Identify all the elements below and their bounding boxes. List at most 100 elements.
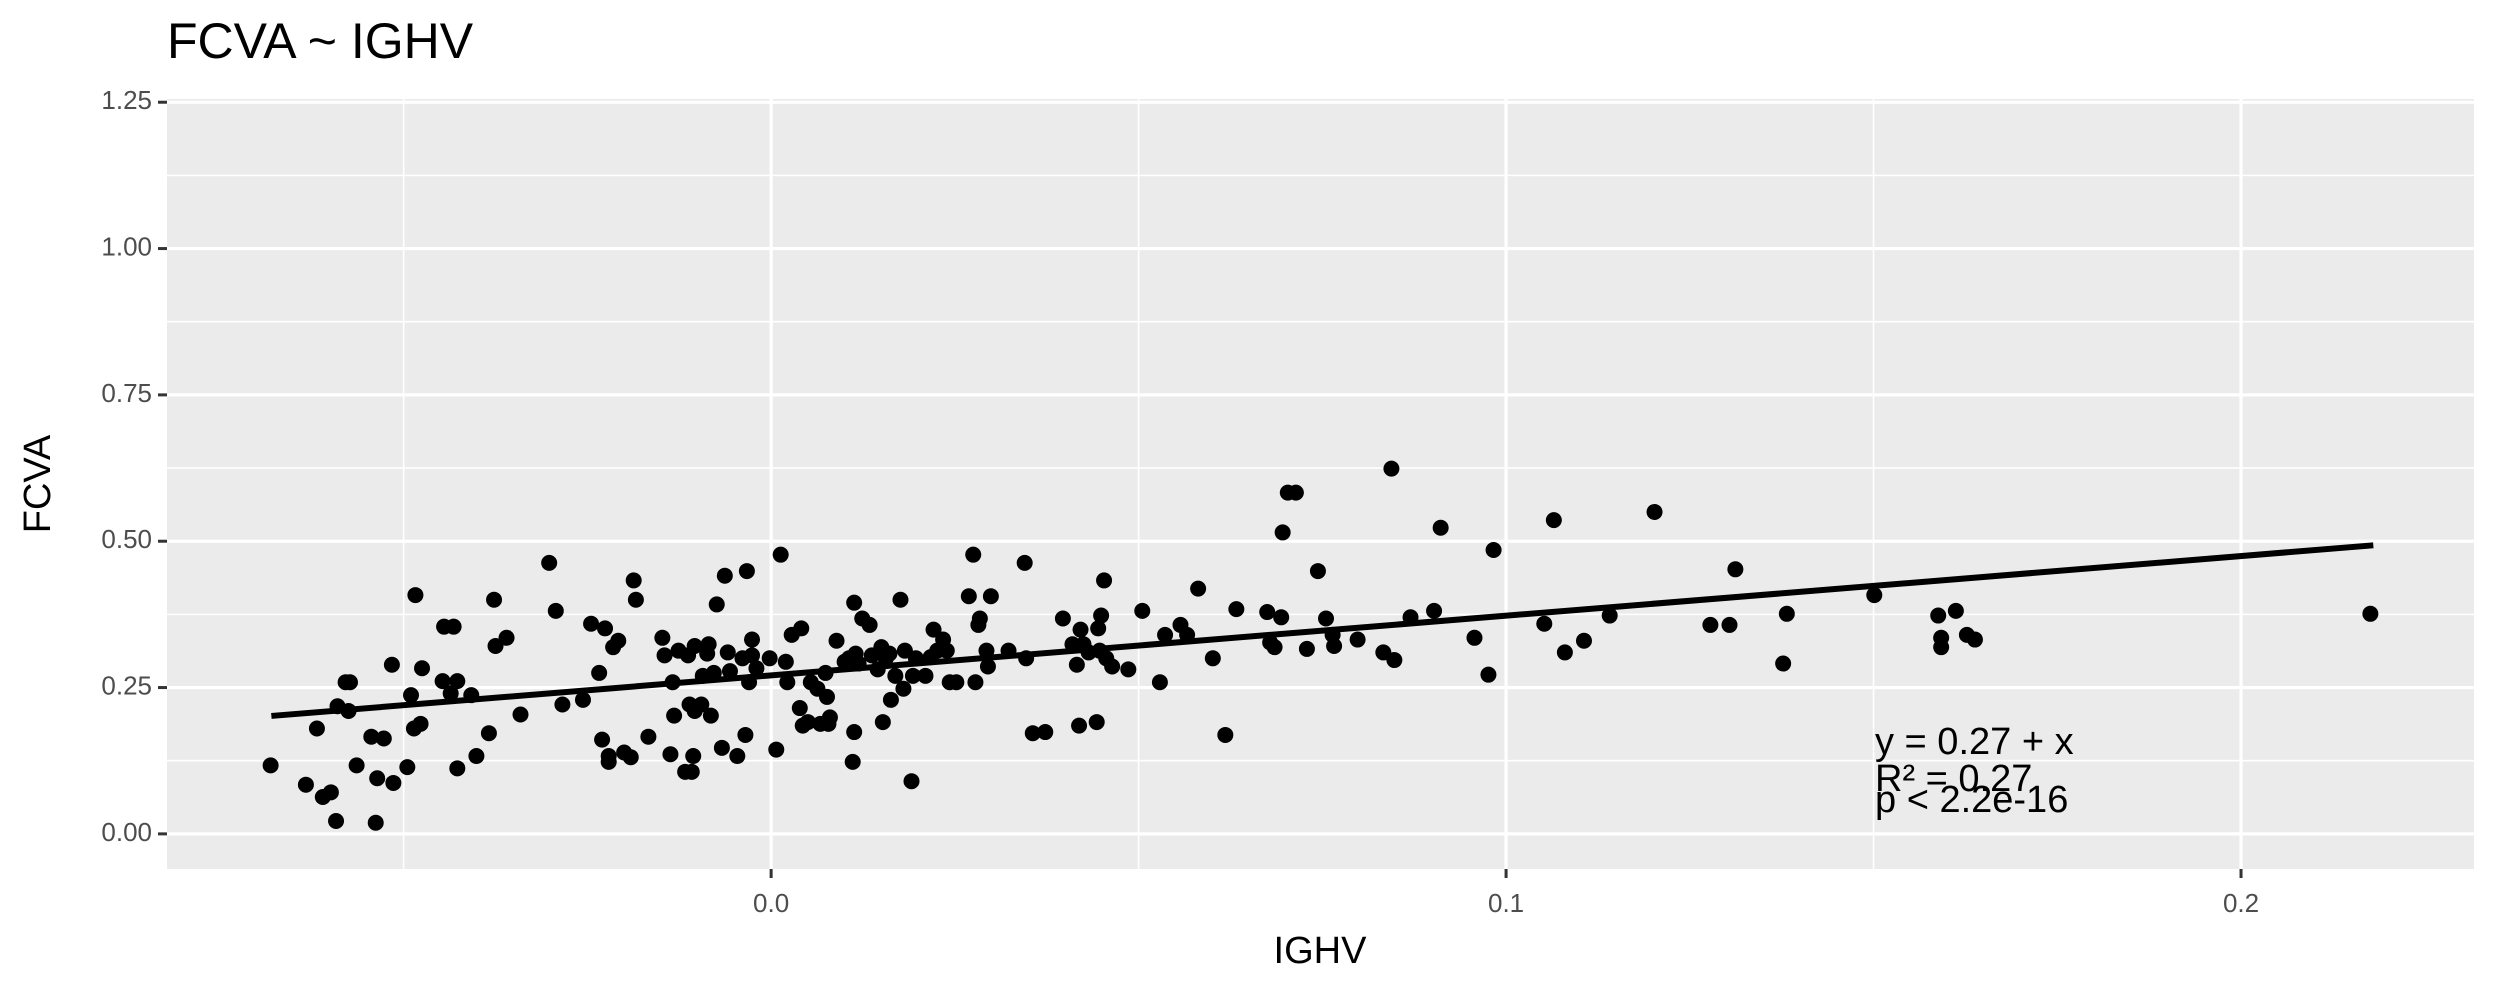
data-point xyxy=(297,776,314,793)
data-point xyxy=(1151,674,1168,691)
data-point xyxy=(960,588,977,605)
data-point xyxy=(777,653,794,670)
data-point xyxy=(547,602,564,619)
data-point xyxy=(1702,616,1719,633)
data-point xyxy=(600,748,617,765)
data-point xyxy=(1383,460,1400,477)
data-point xyxy=(369,770,386,787)
data-point xyxy=(308,720,325,737)
data-point xyxy=(683,763,700,780)
data-point xyxy=(965,546,982,563)
data-point xyxy=(1228,601,1245,618)
data-point xyxy=(1217,726,1234,743)
data-point xyxy=(761,650,778,667)
data-point xyxy=(554,696,571,713)
data-point xyxy=(627,591,644,608)
data-point xyxy=(821,709,838,726)
data-point xyxy=(791,700,808,717)
data-point xyxy=(622,749,639,766)
data-point xyxy=(938,642,955,659)
data-point xyxy=(1266,639,1283,656)
data-point xyxy=(625,572,642,589)
data-point xyxy=(967,674,984,691)
data-point xyxy=(779,674,796,691)
data-point xyxy=(1190,580,1207,597)
data-point xyxy=(903,773,920,790)
data-point xyxy=(385,774,402,791)
data-point xyxy=(375,730,392,747)
x-tick-label: 0.1 xyxy=(1488,888,1524,918)
data-point xyxy=(887,667,904,684)
data-point xyxy=(1071,717,1088,734)
data-point xyxy=(1016,554,1033,571)
data-point xyxy=(693,696,710,713)
data-point xyxy=(1024,725,1041,742)
data-point xyxy=(468,748,485,765)
data-point xyxy=(348,757,365,774)
data-point xyxy=(666,707,683,724)
data-point xyxy=(574,691,591,708)
y-tick-label: 1.00 xyxy=(101,231,152,261)
data-point xyxy=(1259,604,1276,621)
data-point xyxy=(434,673,451,690)
y-tick-label: 0.50 xyxy=(101,524,152,554)
data-point xyxy=(1775,655,1792,672)
data-point xyxy=(744,647,761,664)
y-tick-label: 0.00 xyxy=(101,817,152,847)
data-point xyxy=(799,714,816,731)
data-point xyxy=(895,680,912,697)
trend-line xyxy=(271,542,2374,719)
data-point xyxy=(881,645,898,662)
data-point xyxy=(1966,631,1983,648)
data-point xyxy=(982,588,999,605)
data-point xyxy=(597,620,614,637)
panel-background xyxy=(167,99,2474,869)
data-point xyxy=(654,629,671,646)
data-point xyxy=(748,660,765,677)
data-point xyxy=(1386,652,1403,669)
data-point xyxy=(480,725,497,742)
y-tick-label: 1.25 xyxy=(101,85,152,115)
data-point xyxy=(971,610,988,627)
data-point xyxy=(713,739,730,756)
y-tick-label: 0.75 xyxy=(101,378,152,408)
data-point xyxy=(686,637,703,654)
data-point xyxy=(925,621,942,638)
data-point xyxy=(487,637,504,654)
data-point xyxy=(1090,620,1107,637)
data-point xyxy=(1545,512,1562,529)
data-point xyxy=(442,685,459,702)
data-point xyxy=(844,753,861,770)
data-point xyxy=(1096,572,1113,589)
data-point xyxy=(846,724,863,741)
data-point xyxy=(1466,629,1483,646)
data-point xyxy=(1054,610,1071,627)
data-point xyxy=(610,632,627,649)
data-point xyxy=(874,714,891,731)
data-point xyxy=(486,591,503,608)
data-point xyxy=(1088,714,1105,731)
x-axis-title: IGHV xyxy=(1274,930,1368,972)
annotation: y = 0.27 + x xyxy=(1875,721,2074,763)
data-point xyxy=(1485,541,1502,558)
data-point xyxy=(948,674,965,691)
x-tick-label: 0.2 xyxy=(2223,888,2259,918)
data-point xyxy=(1298,640,1315,657)
data-point xyxy=(1349,631,1366,648)
data-point xyxy=(1930,607,1947,624)
data-point xyxy=(828,632,845,649)
data-point xyxy=(1432,519,1449,536)
data-point xyxy=(708,596,725,613)
data-point xyxy=(904,667,921,684)
data-point xyxy=(1068,656,1085,673)
data-point xyxy=(1727,561,1744,578)
data-point xyxy=(793,620,810,637)
data-point xyxy=(449,760,466,777)
data-point xyxy=(342,674,359,691)
data-point xyxy=(1866,587,1883,604)
data-point xyxy=(1104,658,1121,675)
data-point xyxy=(414,660,431,677)
data-point xyxy=(1120,661,1137,678)
